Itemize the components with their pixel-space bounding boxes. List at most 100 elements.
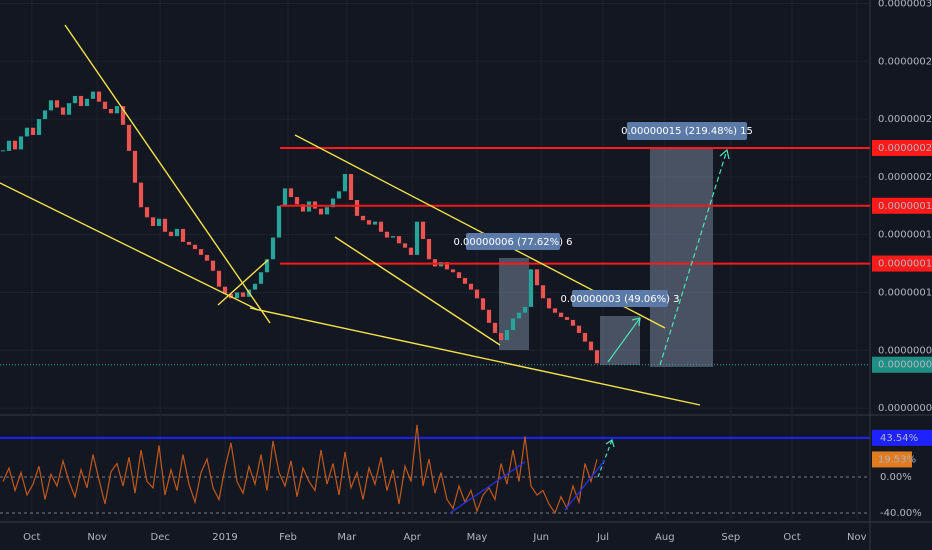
indicator-pane (0, 424, 870, 515)
candle (384, 231, 390, 238)
candle (162, 218, 168, 232)
x-tick-label: Mar (337, 532, 357, 543)
candle (486, 309, 492, 323)
projection-box (499, 258, 529, 350)
candle (36, 119, 42, 135)
candle (342, 173, 348, 192)
candle (546, 298, 552, 309)
x-tick-label: Jun (532, 532, 549, 543)
trend-line (334, 236, 501, 346)
candle (216, 270, 222, 287)
last-price-label: 0.00000007 (878, 360, 932, 371)
axes: 0.00000032 0.00000028 0.00000024 0.00000020… (23, 0, 932, 543)
candle (60, 107, 66, 115)
candle (420, 221, 426, 240)
candle (558, 312, 564, 318)
candle (330, 198, 336, 208)
candle (174, 228, 180, 237)
level-label-box (872, 255, 932, 272)
candle (204, 254, 210, 261)
candle (6, 140, 12, 151)
candle (282, 188, 288, 206)
candle (300, 204, 306, 212)
candle (498, 332, 504, 341)
candle (456, 272, 462, 279)
arrow-head (719, 148, 730, 160)
x-tick-label: Oct (783, 532, 800, 543)
candle (186, 241, 192, 245)
annotation-box (572, 290, 668, 307)
candle (324, 207, 330, 215)
candle (576, 325, 582, 333)
candle (0, 150, 6, 152)
candle (402, 243, 408, 248)
level-label-box (872, 139, 932, 156)
candle (474, 289, 480, 299)
candle (294, 197, 300, 205)
candle (396, 236, 402, 244)
candle (132, 150, 138, 183)
candle (552, 308, 558, 313)
annotation: 0.00000006 (77.62%) 6 (453, 237, 572, 248)
candle (108, 108, 114, 114)
candle (78, 95, 84, 107)
indicator-level-box (872, 429, 932, 446)
y-tick-label: 0.00000028 (878, 56, 932, 67)
x-tick-label: Nov (847, 532, 867, 543)
y-tick-label: 0.00000024 (878, 114, 932, 125)
candle (510, 318, 516, 331)
y-tick-label: 0.00000012 (878, 287, 932, 298)
arrow-head (631, 317, 641, 327)
candles (0, 91, 600, 364)
candle (288, 188, 294, 198)
candle (264, 259, 270, 273)
candle (18, 136, 24, 150)
level-label: 0.00000014 (878, 259, 932, 270)
projection-box (600, 316, 640, 365)
x-tick-label: Nov (87, 532, 107, 543)
candle (564, 317, 570, 320)
y-tick-label: 0.00000032 (878, 0, 932, 9)
annotation-box (466, 233, 560, 250)
candle (540, 285, 546, 299)
candle (390, 236, 396, 238)
candle (372, 221, 378, 225)
projection-box (650, 148, 713, 367)
candle (42, 110, 48, 120)
candle (138, 182, 144, 208)
candle (588, 341, 594, 351)
x-tick-label: May (467, 532, 488, 543)
candle (30, 127, 36, 135)
candle (450, 269, 456, 273)
indicator-trend-lines (449, 459, 606, 514)
candle (366, 220, 372, 225)
candle (492, 322, 498, 333)
candle (96, 91, 102, 102)
x-tick-label: Jul (596, 532, 609, 543)
candle (66, 103, 72, 115)
candle (54, 100, 60, 108)
indicator-line (2, 424, 598, 515)
candle (144, 207, 150, 218)
candle (150, 217, 156, 226)
candle (354, 199, 360, 216)
indicator-level-label: 43.54% (880, 433, 918, 444)
x-tick-label: Dec (151, 532, 170, 543)
level-label: 0.00000022 (878, 143, 932, 154)
candle (270, 237, 276, 260)
grid (0, 0, 870, 522)
candle (336, 191, 342, 199)
candle (444, 262, 450, 270)
candle (504, 330, 510, 341)
candle (192, 244, 198, 250)
candle (534, 269, 540, 286)
x-tick-label: Feb (279, 532, 297, 543)
projection-arrows (597, 148, 730, 478)
candle (48, 100, 54, 111)
level-label-box (872, 197, 932, 214)
candle (426, 239, 432, 260)
candle (72, 95, 78, 104)
y-tick-label: 0.00000004 (878, 403, 932, 414)
